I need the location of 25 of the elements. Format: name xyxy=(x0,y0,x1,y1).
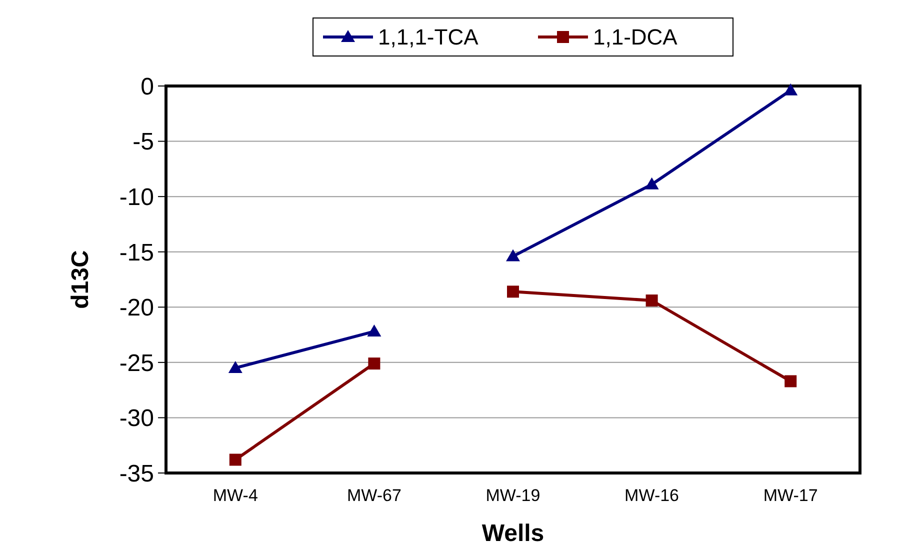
y-axis-title: d13C xyxy=(67,250,94,309)
point xyxy=(368,358,380,370)
point xyxy=(507,286,519,298)
x-tick-label: MW-16 xyxy=(624,486,680,505)
x-axis-title: Wells xyxy=(482,520,544,547)
x-tick-label: MW-4 xyxy=(212,486,258,505)
point xyxy=(784,83,798,96)
y-tick-label: 0 xyxy=(140,73,154,100)
y-tick-label: -25 xyxy=(119,350,154,377)
legend-label: 1,1-DCA xyxy=(593,24,678,50)
x-tick-label: MW-19 xyxy=(486,486,540,505)
point xyxy=(229,454,242,466)
y-tick-label: -20 xyxy=(119,294,154,322)
y-tick-label: -10 xyxy=(119,184,154,211)
x-tick-label: MW-17 xyxy=(763,486,818,505)
point xyxy=(644,177,659,190)
point xyxy=(784,375,797,388)
y-tick-label: -5 xyxy=(132,128,154,156)
y-tick-label: -30 xyxy=(119,405,154,432)
y-tick-label: -35 xyxy=(119,460,154,488)
point xyxy=(646,294,658,307)
y-tick-label: -15 xyxy=(119,239,154,266)
legend-label: 1,1,1-TCA xyxy=(378,24,479,50)
point xyxy=(506,249,520,262)
x-tick-label: MW-67 xyxy=(346,486,402,505)
